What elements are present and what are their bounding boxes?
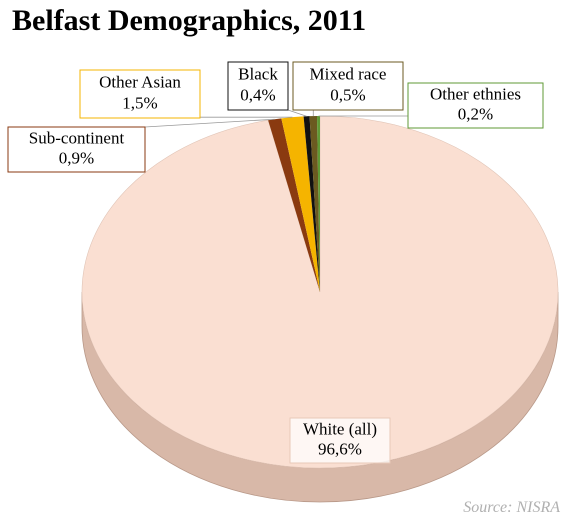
pie-slice: [303, 116, 320, 292]
label-box: [227, 61, 289, 111]
slice-label: Black: [238, 64, 278, 83]
leader-line: [287, 109, 307, 117]
slice-label: White (all): [303, 420, 377, 439]
label-box: [79, 69, 201, 119]
pie-slice: [317, 116, 320, 292]
slice-value-label: 0,2%: [458, 104, 493, 123]
label-box: [7, 126, 146, 173]
slice-value-label: 1,5%: [122, 93, 157, 112]
slice-value-label: 0,4%: [240, 85, 275, 104]
slice-label: Other ethnies: [430, 85, 521, 104]
chart-title: Belfast Demographics, 2011: [12, 4, 366, 37]
source-note: Source: NISRA: [463, 499, 560, 516]
pie-slice: [309, 116, 320, 292]
label-box: [407, 82, 544, 129]
slice-value-label: 0,5%: [330, 85, 365, 104]
slice-label: Sub-continent: [29, 129, 125, 148]
leader-line: [144, 118, 275, 128]
pie-slice: [268, 118, 320, 292]
label-box: [292, 61, 404, 111]
slice-value-label: 0,9%: [59, 148, 94, 167]
slice-label: Mixed race: [310, 64, 387, 83]
label-box: [289, 417, 391, 464]
slice-label: Other Asian: [99, 72, 181, 91]
pie-slice: [281, 116, 320, 292]
slice-value-label: 96,6%: [318, 439, 362, 458]
pie-slice: [81, 115, 559, 469]
